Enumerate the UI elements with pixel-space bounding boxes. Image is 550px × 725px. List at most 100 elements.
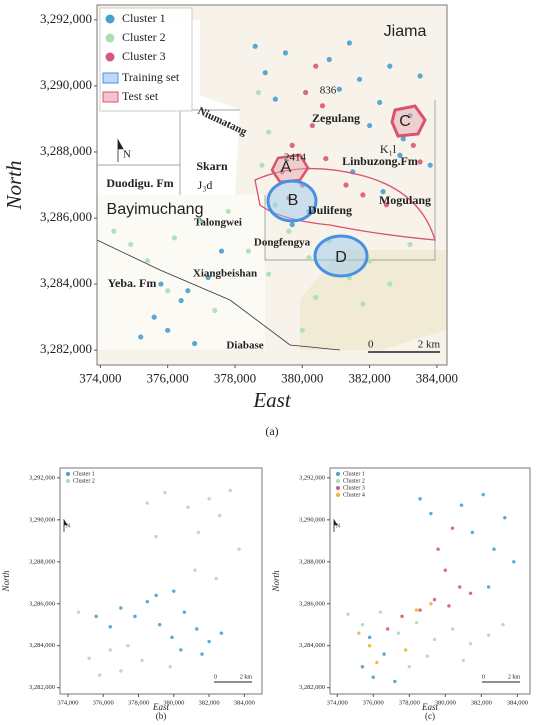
map-label: Duodigu. Fm xyxy=(106,176,173,190)
data-point xyxy=(380,189,386,195)
data-point xyxy=(217,513,222,518)
legend-label: Cluster 2 xyxy=(343,478,365,484)
data-point xyxy=(163,490,167,495)
map-label: N xyxy=(66,523,71,529)
data-point xyxy=(94,614,98,619)
y-tick-label: 3,290,000 xyxy=(299,516,325,523)
data-point xyxy=(417,73,423,79)
data-point xyxy=(429,602,433,606)
y-tick-label: 3,290,000 xyxy=(40,77,92,92)
y-tick-label: 3,282,000 xyxy=(29,684,55,691)
x-tick-label: 378,000 xyxy=(399,699,420,706)
data-point xyxy=(219,631,224,635)
legend-marker xyxy=(105,14,115,24)
legend-label: Cluster 2 xyxy=(73,478,95,484)
y-axis-title: North xyxy=(271,570,281,593)
map-area xyxy=(330,468,530,694)
x-tick-label: 376,000 xyxy=(147,371,189,386)
data-point xyxy=(228,488,232,493)
data-point xyxy=(343,182,349,188)
scale-label: 2 km xyxy=(508,674,521,680)
data-point xyxy=(237,547,241,551)
y-tick-label: 3,286,000 xyxy=(299,600,325,607)
x-tick-label: 380,000 xyxy=(435,699,456,706)
data-point xyxy=(512,560,516,564)
y-tick-label: 3,284,000 xyxy=(299,642,325,649)
data-point xyxy=(272,96,278,102)
data-point xyxy=(154,534,158,539)
data-point xyxy=(366,122,373,129)
data-point xyxy=(427,162,433,168)
data-point xyxy=(396,631,401,635)
x-tick-label: 384,000 xyxy=(416,371,458,386)
data-point xyxy=(378,610,383,614)
legend-label: Cluster 1 xyxy=(343,471,365,477)
x-tick-label: 374,000 xyxy=(57,699,78,706)
data-point xyxy=(289,142,295,148)
map-label: Talongwei xyxy=(194,217,242,229)
data-point xyxy=(360,301,366,307)
y-tick-label: 3,292,000 xyxy=(299,474,325,481)
legend-label: Training set xyxy=(122,70,180,84)
data-point xyxy=(432,597,437,602)
north-arrow xyxy=(333,518,338,532)
data-point xyxy=(367,635,372,640)
data-point xyxy=(360,665,365,669)
data-point xyxy=(185,288,191,294)
legend-marker xyxy=(105,33,115,43)
data-point xyxy=(196,530,201,535)
points-layer xyxy=(76,40,516,684)
data-point xyxy=(193,568,197,572)
data-point xyxy=(470,530,475,535)
training-area-d xyxy=(313,234,369,278)
legend-patch xyxy=(102,72,119,84)
map-label: A xyxy=(281,159,292,176)
y-tick-label: 3,292,000 xyxy=(40,11,92,26)
data-point xyxy=(436,547,440,551)
legend-marker xyxy=(336,472,340,476)
data-point xyxy=(171,235,178,241)
data-point xyxy=(128,241,134,248)
data-point xyxy=(366,258,373,264)
data-point xyxy=(119,606,123,610)
legend-patch xyxy=(102,91,119,103)
y-tick-label: 3,282,000 xyxy=(299,684,325,691)
data-point xyxy=(306,255,312,261)
map-label: Yeba. Fm xyxy=(108,276,157,290)
legend-label: Cluster 4 xyxy=(343,492,365,498)
map-label: K₁l xyxy=(380,142,397,156)
data-point xyxy=(157,623,162,627)
map-unit xyxy=(97,195,265,350)
data-point xyxy=(313,294,319,300)
data-point xyxy=(144,258,151,264)
data-point xyxy=(289,222,295,228)
data-point xyxy=(214,576,218,581)
data-point xyxy=(468,591,473,595)
data-point xyxy=(481,492,485,497)
data-point xyxy=(383,202,390,208)
data-point xyxy=(407,241,413,248)
data-point xyxy=(397,152,403,158)
data-point xyxy=(225,208,231,215)
legend-label: Cluster 3 xyxy=(343,485,365,491)
legend-label: Cluster 3 xyxy=(122,49,166,63)
fault-line xyxy=(96,239,341,351)
data-point xyxy=(108,648,112,652)
data-point xyxy=(133,614,137,619)
data-point xyxy=(140,658,144,663)
data-point xyxy=(309,122,315,129)
data-point xyxy=(443,568,448,572)
data-point xyxy=(414,620,419,625)
data-point xyxy=(429,511,433,516)
data-point xyxy=(432,637,437,642)
data-point xyxy=(450,627,455,631)
map-label: Dongfengya xyxy=(254,237,311,249)
data-point xyxy=(245,248,252,254)
data-point xyxy=(357,631,361,635)
data-point xyxy=(323,155,329,162)
data-point xyxy=(259,162,265,168)
data-point xyxy=(371,675,375,679)
data-point xyxy=(387,63,393,69)
training-area-b xyxy=(266,179,318,223)
x-axis-title: East xyxy=(252,388,292,412)
